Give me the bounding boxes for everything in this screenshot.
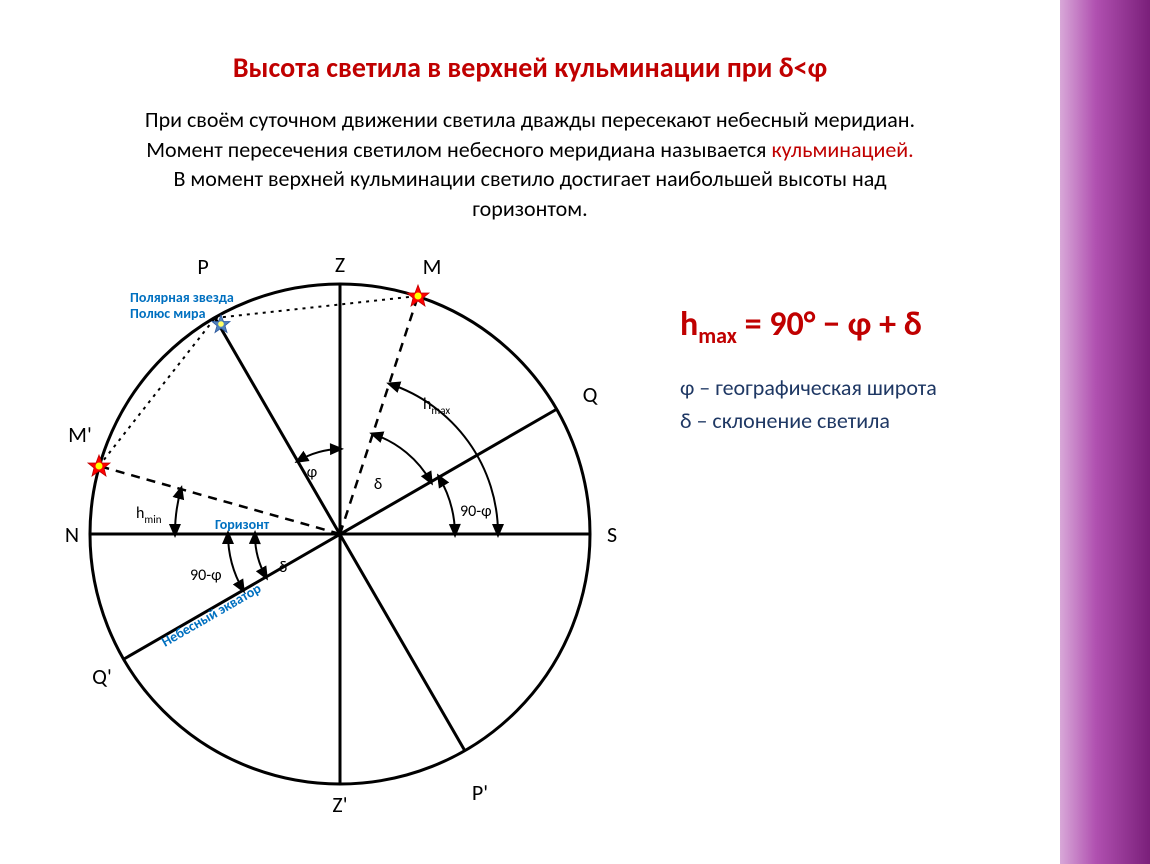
formula-rest: = 90° − φ + δ	[737, 304, 922, 345]
slide-title: Высота светила в верхней кульминации при…	[0, 50, 1060, 85]
para-line1: При своём суточном движении светила дваж…	[145, 106, 915, 133]
label-Zp: Z'	[332, 791, 347, 818]
label-Qp: Q'	[92, 663, 112, 690]
dotted-P-M	[215, 296, 418, 318]
label-Pp: P'	[472, 779, 488, 806]
arc-90-phi-left	[228, 534, 243, 590]
label-delta-l: δ	[279, 558, 287, 577]
diagram-area: Z Z' N S P P' Q Q' M M' hmax δ 90-φ φ δ …	[0, 224, 1060, 844]
gradient-sidebar	[1060, 0, 1150, 864]
label-S: S	[607, 521, 617, 548]
dotted-Mp-P	[99, 318, 215, 466]
label-90phi-r: 90-φ	[460, 502, 492, 521]
label-phi: φ	[307, 463, 317, 482]
annot-world-pole: Полюс мира	[130, 305, 206, 322]
label-Q: Q	[583, 381, 599, 408]
para-line2-red: кульминацией.	[771, 136, 913, 163]
label-Mp: M'	[68, 421, 92, 448]
star-M-icon	[407, 285, 429, 306]
legend-delta: δ – склонение светила	[680, 404, 1050, 437]
annot-equator: Небесный экватор	[159, 579, 265, 650]
label-N: N	[65, 521, 79, 548]
legend: φ – географическая широта δ – склонение …	[680, 371, 1050, 437]
label-M: M	[423, 253, 442, 280]
formula: hmax = 90° − φ + δ	[680, 304, 1050, 349]
annot-polar-star: Полярная звезда	[130, 289, 234, 306]
legend-phi: φ – географическая широта	[680, 371, 1050, 404]
label-hmin: hmin	[136, 504, 162, 526]
description-paragraph: При своём суточном движении светила дваж…	[0, 105, 1060, 224]
arc-hmin	[175, 489, 181, 534]
celestial-sphere-diagram: Z Z' N S P P' Q Q' M M' hmax δ 90-φ φ δ …	[20, 224, 660, 844]
para-line4: горизонтом.	[472, 195, 587, 222]
line-to-M	[340, 296, 418, 534]
arc-90-phi-right	[439, 477, 455, 534]
slide-content: Высота светила в верхней кульминации при…	[0, 0, 1060, 864]
para-line3: В момент верхней кульминации светило дос…	[173, 165, 886, 192]
formula-block: hmax = 90° − φ + δ φ – географическая ши…	[680, 304, 1050, 437]
label-hmax: hmax	[423, 395, 450, 417]
formula-h: h	[680, 304, 698, 345]
para-line2-pre: Момент пересечения светилом небесного ме…	[146, 136, 771, 163]
formula-sub: max	[698, 322, 737, 349]
arc-delta-left	[255, 534, 266, 577]
label-90phi-l: 90-φ	[190, 566, 222, 585]
label-P: P	[197, 253, 208, 280]
label-Z: Z	[335, 251, 345, 278]
annot-horizon: Горизонт	[215, 516, 270, 533]
label-delta-r: δ	[374, 475, 382, 494]
arc-phi	[298, 449, 340, 461]
